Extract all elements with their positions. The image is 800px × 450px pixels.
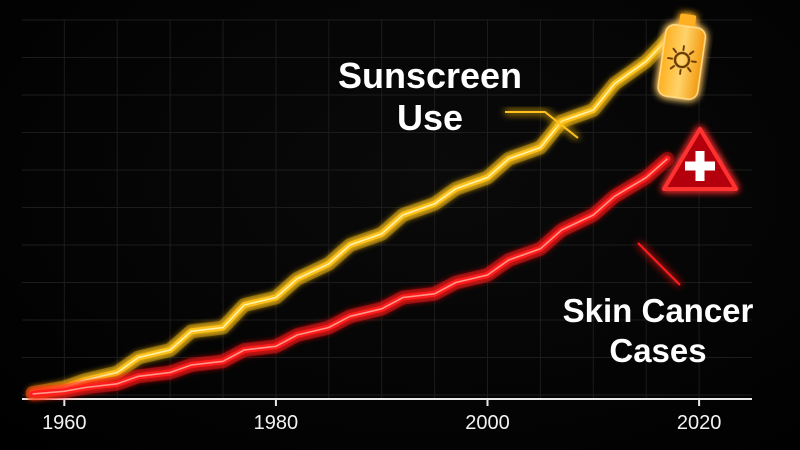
series-layer [25,31,675,401]
series-line-core-1 [32,158,668,395]
annotation-sunscreen: Sunscreen Use [338,55,579,139]
grid-lines [22,19,752,399]
warning-cross-icon [662,127,738,191]
sunscreen-bottle-icon [657,13,707,100]
x-tick-label: 2000 [465,412,510,434]
annotation-sunscreen-line2: Use [397,97,463,138]
annotation-skin-cancer-line1: Skin Cancer [563,292,754,329]
x-axis-ticks: 1960 1980 2000 2020 [42,399,721,434]
annotation-skin-cancer: Skin Cancer Cases [563,242,754,369]
x-tick-label: 1960 [42,412,87,434]
annotation-skin-cancer-pointer [637,242,681,286]
x-tick-label: 2020 [677,412,722,434]
annotation-sunscreen-pointer [505,111,579,139]
x-tick-label: 1980 [254,412,299,434]
annotation-sunscreen-line1: Sunscreen [338,55,522,96]
series-line-core-0 [32,38,668,394]
annotation-skin-cancer-line2: Cases [609,332,706,369]
